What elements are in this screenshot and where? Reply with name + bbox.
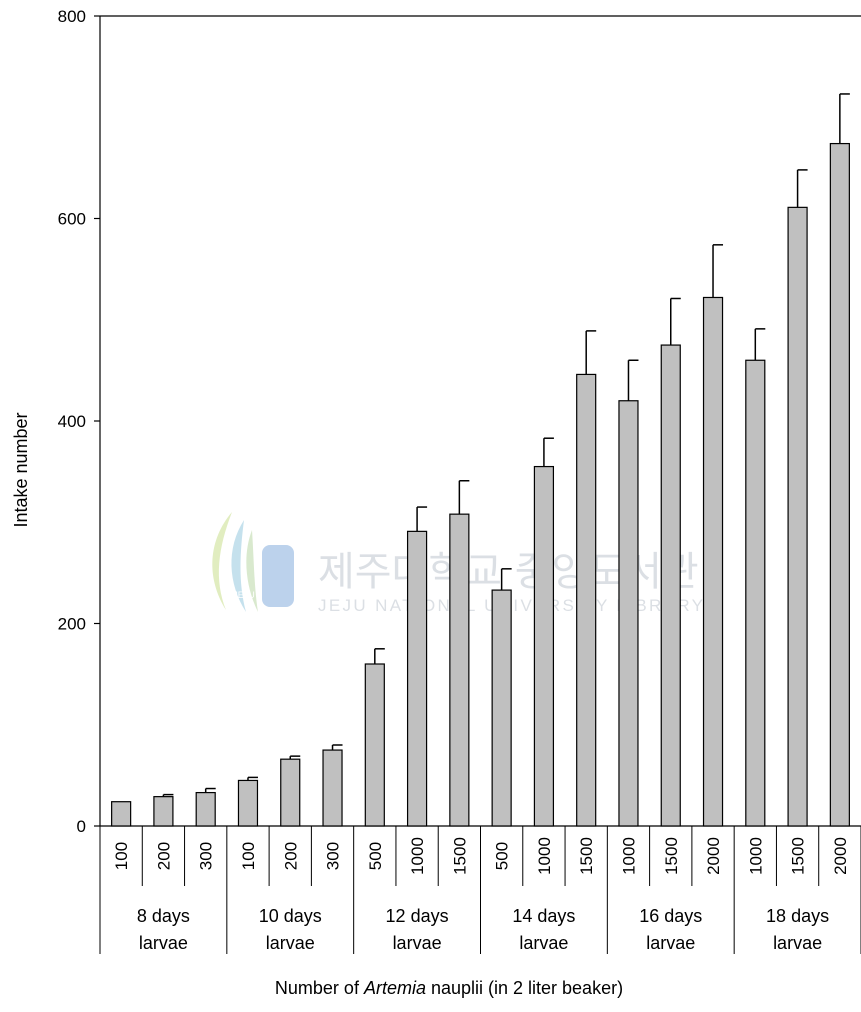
x-group-label: 8 days <box>137 906 190 926</box>
x-group-sublabel: larvae <box>393 933 442 953</box>
bar <box>153 796 174 827</box>
bar <box>449 513 470 827</box>
x-group-labels: 8 days larvae 10 days larvae 12 days larvae 14… <box>137 906 829 953</box>
x-category-label: 1500 <box>662 837 681 875</box>
bar <box>702 296 724 827</box>
y-tick-label: 0 <box>77 817 86 836</box>
x-group-sublabel: larvae <box>646 933 695 953</box>
x-category-label: 1500 <box>789 837 808 875</box>
x-group-label: 14 days <box>512 906 575 926</box>
x-axis-title-part-2: nauplii (in 2 liter beaker) <box>426 978 623 998</box>
x-category-label: 500 <box>493 842 512 870</box>
x-group-sublabel: larvae <box>139 933 188 953</box>
bar <box>322 749 343 827</box>
x-group-label: 18 days <box>766 906 829 926</box>
bar <box>618 400 639 827</box>
x-category-label: 1500 <box>577 837 596 875</box>
x-category-label: 200 <box>154 842 173 870</box>
x-axis-title-species: Artemia <box>363 978 426 998</box>
bar <box>491 589 512 827</box>
bar <box>364 663 385 827</box>
y-axis-title: Intake number <box>11 412 31 527</box>
watermark-logo-text: JEJU <box>233 590 255 600</box>
y-tick-label: 400 <box>58 412 86 431</box>
x-category-label: 100 <box>112 842 131 870</box>
bar <box>533 465 555 827</box>
x-category-label: 300 <box>197 842 216 870</box>
x-group-sublabel: larvae <box>519 933 568 953</box>
x-category-label: 300 <box>324 842 343 870</box>
x-category-label: 100 <box>239 842 258 870</box>
x-category-label: 500 <box>366 842 385 870</box>
bar <box>787 206 808 827</box>
x-category-label: 1000 <box>619 837 638 875</box>
bar <box>406 530 428 827</box>
x-category-label: 1000 <box>746 837 765 875</box>
bar <box>829 142 850 827</box>
bar <box>745 359 766 827</box>
x-category-label: 1000 <box>408 837 427 875</box>
x-group-label: 10 days <box>259 906 322 926</box>
x-group-sublabel: larvae <box>266 933 315 953</box>
bars <box>111 93 850 827</box>
bar <box>195 791 216 827</box>
y-tick-label: 600 <box>58 210 86 229</box>
y-tick-label: 800 <box>58 7 86 26</box>
x-group-label: 12 days <box>386 906 449 926</box>
x-group-sublabel: larvae <box>773 933 822 953</box>
x-category-label: 200 <box>281 842 300 870</box>
y-tick-label: 200 <box>58 615 86 634</box>
bar <box>237 779 259 827</box>
x-group-label: 16 days <box>639 906 702 926</box>
bar <box>576 373 597 827</box>
watermark-logo: JEJU <box>212 512 294 612</box>
x-category-label: 1000 <box>535 837 554 875</box>
x-category-label: 2000 <box>704 837 723 875</box>
watermark-korean: 제주대학교 중앙도서관 <box>318 549 699 595</box>
y-ticks: 0 200 400 600 800 <box>58 7 100 836</box>
bar <box>660 344 681 827</box>
bar <box>280 758 301 827</box>
x-category-label: 1500 <box>450 837 469 875</box>
x-axis-title-part-1: Number of <box>275 978 364 998</box>
x-category-label: 2000 <box>831 837 850 875</box>
x-axis-title: Number of Artemia nauplii (in 2 liter be… <box>275 978 623 998</box>
bar <box>111 801 132 827</box>
x-category-labels: 100 200 300 100 200 300 500 1000 1500 500 1000 1500… <box>99 826 861 954</box>
